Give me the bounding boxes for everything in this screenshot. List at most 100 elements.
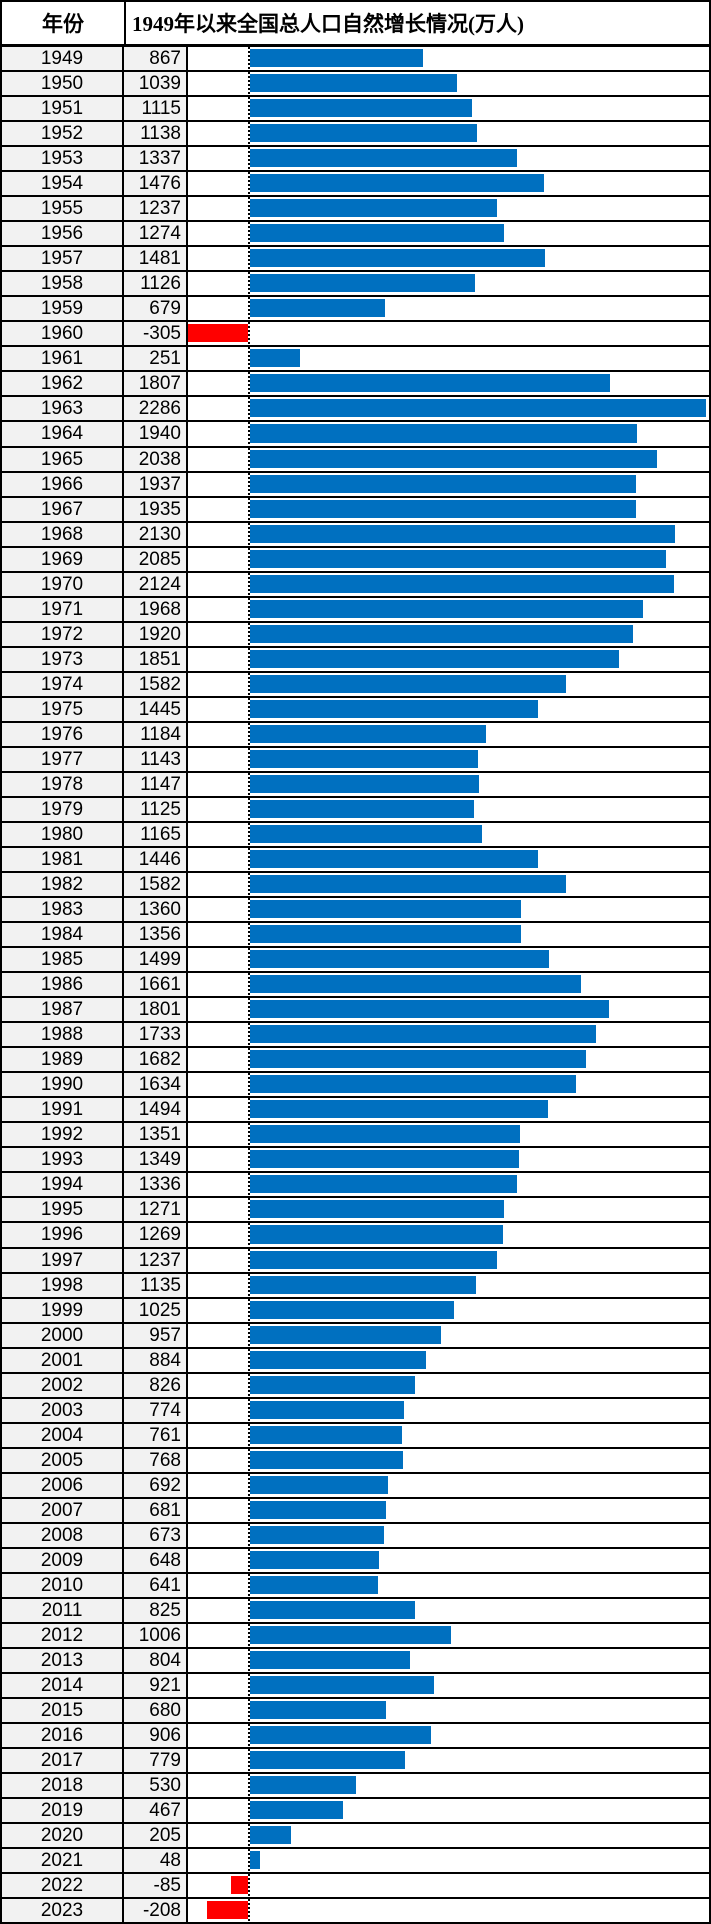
value-cell[interactable]: 826 xyxy=(124,1373,188,1397)
value-cell[interactable]: 648 xyxy=(124,1548,188,1572)
bar-cell[interactable] xyxy=(188,1198,709,1222)
value-cell[interactable]: 1126 xyxy=(124,272,188,296)
value-cell[interactable]: 1336 xyxy=(124,1173,188,1197)
bar-cell[interactable] xyxy=(188,1023,709,1047)
value-cell[interactable]: 1115 xyxy=(124,97,188,121)
bar-cell[interactable] xyxy=(188,1749,709,1773)
bar-cell[interactable] xyxy=(188,1649,709,1673)
year-cell[interactable]: 1966 xyxy=(2,472,124,496)
value-cell[interactable]: 1801 xyxy=(124,998,188,1022)
bar-cell[interactable] xyxy=(188,1799,709,1823)
year-cell[interactable]: 2000 xyxy=(2,1323,124,1347)
bar-cell[interactable] xyxy=(188,347,709,371)
value-cell[interactable]: 680 xyxy=(124,1699,188,1723)
bar-cell[interactable] xyxy=(188,1523,709,1547)
year-cell[interactable]: 2019 xyxy=(2,1799,124,1823)
value-cell[interactable]: 825 xyxy=(124,1598,188,1622)
value-cell[interactable]: 1349 xyxy=(124,1148,188,1172)
bar-cell[interactable] xyxy=(188,372,709,396)
value-cell[interactable]: 1661 xyxy=(124,973,188,997)
value-cell[interactable]: 1582 xyxy=(124,873,188,897)
bar-cell[interactable] xyxy=(188,1498,709,1522)
year-cell[interactable]: 1955 xyxy=(2,197,124,221)
year-cell[interactable]: 1980 xyxy=(2,822,124,846)
year-cell[interactable]: 2022 xyxy=(2,1874,124,1898)
value-cell[interactable]: 1499 xyxy=(124,948,188,972)
year-cell[interactable]: 1991 xyxy=(2,1098,124,1122)
bar-cell[interactable] xyxy=(188,147,709,171)
year-cell[interactable]: 1961 xyxy=(2,347,124,371)
bar-cell[interactable] xyxy=(188,1298,709,1322)
value-cell[interactable]: 1445 xyxy=(124,697,188,721)
bar-cell[interactable] xyxy=(188,1598,709,1622)
value-cell[interactable]: 1356 xyxy=(124,923,188,947)
bar-cell[interactable] xyxy=(188,247,709,271)
bar-cell[interactable] xyxy=(188,1423,709,1447)
bar-cell[interactable] xyxy=(188,923,709,947)
year-cell[interactable]: 1953 xyxy=(2,147,124,171)
value-cell[interactable]: 1634 xyxy=(124,1073,188,1097)
year-cell[interactable]: 1979 xyxy=(2,797,124,821)
year-cell[interactable]: 2013 xyxy=(2,1649,124,1673)
bar-cell[interactable] xyxy=(188,1874,709,1898)
value-cell[interactable]: 1360 xyxy=(124,898,188,922)
bar-cell[interactable] xyxy=(188,122,709,146)
bar-cell[interactable] xyxy=(188,1849,709,1873)
bar-cell[interactable] xyxy=(188,1548,709,1572)
value-cell[interactable]: 1138 xyxy=(124,122,188,146)
value-cell[interactable]: 692 xyxy=(124,1473,188,1497)
value-cell[interactable]: 530 xyxy=(124,1774,188,1798)
year-cell[interactable]: 2009 xyxy=(2,1548,124,1572)
year-cell[interactable]: 1993 xyxy=(2,1148,124,1172)
value-cell[interactable]: 1920 xyxy=(124,622,188,646)
year-cell[interactable]: 2020 xyxy=(2,1824,124,1848)
value-cell[interactable]: 768 xyxy=(124,1448,188,1472)
value-cell[interactable]: 1968 xyxy=(124,597,188,621)
year-cell[interactable]: 1984 xyxy=(2,923,124,947)
value-cell[interactable]: 1143 xyxy=(124,747,188,771)
bar-cell[interactable] xyxy=(188,1073,709,1097)
value-cell[interactable]: 1476 xyxy=(124,172,188,196)
value-cell[interactable]: 1481 xyxy=(124,247,188,271)
value-cell[interactable]: 774 xyxy=(124,1398,188,1422)
bar-cell[interactable] xyxy=(188,822,709,846)
year-cell[interactable]: 2002 xyxy=(2,1373,124,1397)
year-cell[interactable]: 1973 xyxy=(2,647,124,671)
bar-cell[interactable] xyxy=(188,672,709,696)
year-cell[interactable]: 1952 xyxy=(2,122,124,146)
bar-cell[interactable] xyxy=(188,873,709,897)
bar-cell[interactable] xyxy=(188,1573,709,1597)
value-cell[interactable]: 1733 xyxy=(124,1023,188,1047)
year-cell[interactable]: 1977 xyxy=(2,747,124,771)
bar-cell[interactable] xyxy=(188,222,709,246)
year-cell[interactable]: 1960 xyxy=(2,322,124,346)
bar-cell[interactable] xyxy=(188,948,709,972)
bar-cell[interactable] xyxy=(188,1899,709,1922)
value-cell[interactable]: 2130 xyxy=(124,522,188,546)
value-cell[interactable]: 1935 xyxy=(124,497,188,521)
bar-cell[interactable] xyxy=(188,697,709,721)
value-cell[interactable]: 1271 xyxy=(124,1198,188,1222)
value-cell[interactable]: 1006 xyxy=(124,1623,188,1647)
bar-cell[interactable] xyxy=(188,998,709,1022)
bar-cell[interactable] xyxy=(188,322,709,346)
bar-cell[interactable] xyxy=(188,898,709,922)
year-cell[interactable]: 2001 xyxy=(2,1348,124,1372)
year-cell[interactable]: 1987 xyxy=(2,998,124,1022)
bar-cell[interactable] xyxy=(188,1623,709,1647)
year-cell[interactable]: 1974 xyxy=(2,672,124,696)
year-cell[interactable]: 2017 xyxy=(2,1749,124,1773)
value-cell[interactable]: 1682 xyxy=(124,1048,188,1072)
year-cell[interactable]: 1964 xyxy=(2,422,124,446)
year-cell[interactable]: 1965 xyxy=(2,447,124,471)
value-cell[interactable]: 1184 xyxy=(124,722,188,746)
value-cell[interactable]: 867 xyxy=(124,47,188,71)
value-cell[interactable]: 641 xyxy=(124,1573,188,1597)
year-cell[interactable]: 1971 xyxy=(2,597,124,621)
year-column-header[interactable]: 年份 xyxy=(2,2,126,44)
value-cell[interactable]: 1940 xyxy=(124,422,188,446)
bar-cell[interactable] xyxy=(188,722,709,746)
year-cell[interactable]: 1975 xyxy=(2,697,124,721)
year-cell[interactable]: 2016 xyxy=(2,1724,124,1748)
value-cell[interactable]: -85 xyxy=(124,1874,188,1898)
